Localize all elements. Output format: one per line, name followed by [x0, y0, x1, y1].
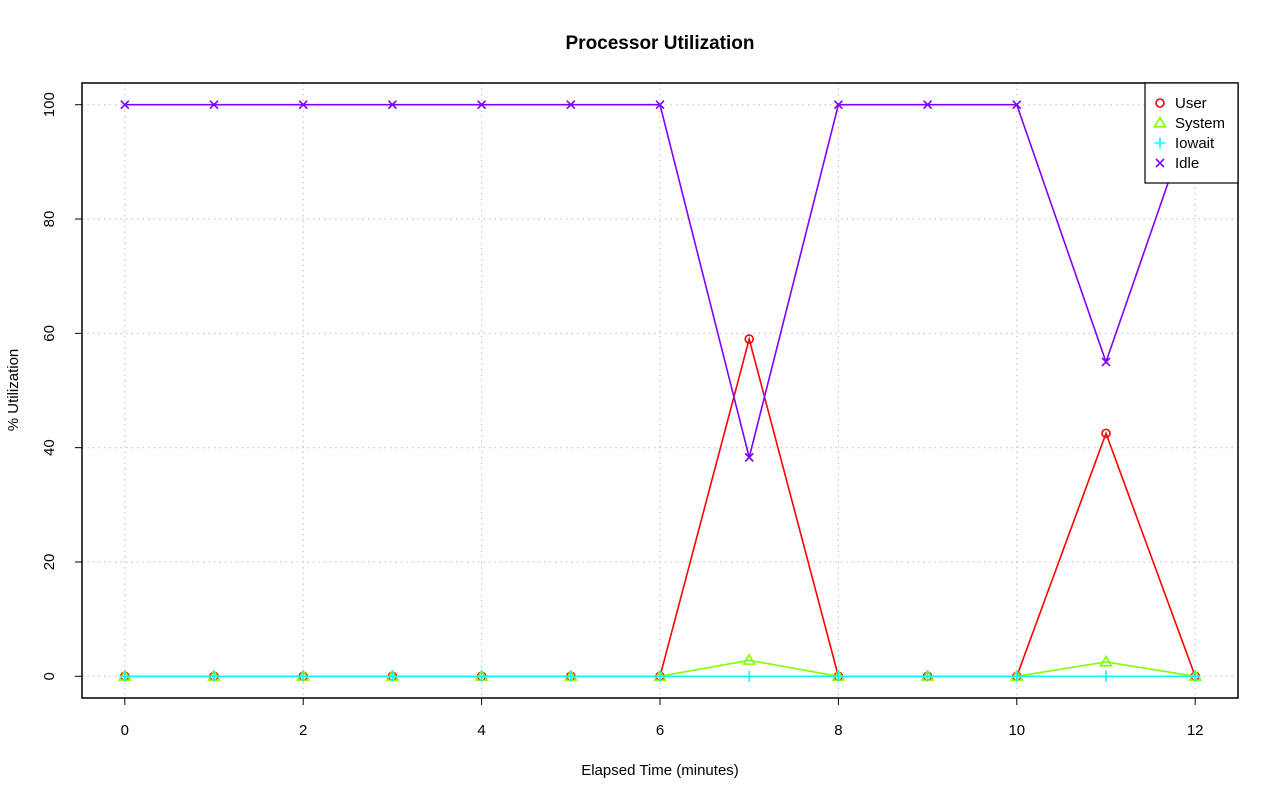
data-point-system — [1099, 654, 1113, 667]
x-axis-title: Elapsed Time (minutes) — [581, 762, 739, 779]
legend-marker-idle — [1155, 158, 1165, 168]
data-point-idle — [744, 452, 754, 462]
data-point-iowait — [922, 670, 934, 682]
data-point-idle — [1101, 357, 1111, 367]
y-tick-label: 100 — [41, 92, 58, 117]
legend-item-system: System — [1153, 115, 1225, 132]
data-point-iowait — [743, 670, 755, 682]
x-tick-label: 0 — [121, 722, 129, 739]
series-iowait — [119, 670, 1201, 682]
x-tick-label: 12 — [1187, 722, 1204, 739]
data-point-idle — [923, 100, 933, 110]
data-point-iowait — [1011, 670, 1023, 682]
grid-layer — [82, 83, 1238, 698]
legend-label-idle: Idle — [1175, 155, 1199, 172]
data-point-idle — [1012, 100, 1022, 110]
data-point-idle — [387, 100, 397, 110]
data-point-idle — [655, 100, 665, 110]
series-layer — [117, 100, 1203, 682]
legend-marker-iowait — [1154, 137, 1166, 149]
data-point-user — [1101, 428, 1111, 439]
data-point-idle — [566, 100, 576, 110]
data-point-idle — [477, 100, 487, 110]
legend-label-iowait: Iowait — [1175, 135, 1215, 152]
data-point-iowait — [386, 670, 398, 682]
data-point-iowait — [1100, 670, 1112, 682]
data-point-iowait — [297, 670, 309, 682]
data-point-iowait — [476, 670, 488, 682]
legend-item-idle: Idle — [1155, 155, 1199, 172]
data-point-idle — [298, 100, 308, 110]
data-point-user — [744, 334, 754, 344]
y-tick-label: 60 — [41, 325, 58, 342]
legend-marker-user — [1155, 98, 1165, 108]
data-point-iowait — [654, 670, 666, 682]
legend-item-iowait: Iowait — [1154, 135, 1215, 152]
y-tick-label: 80 — [41, 211, 58, 228]
data-point-idle — [209, 100, 219, 110]
data-point-system — [742, 653, 757, 665]
x-tick-label: 6 — [656, 722, 664, 739]
legend: User System Iowait Idle — [1144, 82, 1239, 184]
data-point-iowait — [565, 670, 577, 682]
legend-label-system: System — [1175, 115, 1225, 132]
y-tick-label: 40 — [41, 439, 58, 456]
x-tick-label: 2 — [299, 722, 307, 739]
x-tick-label: 8 — [834, 722, 842, 739]
legend-label-user: User — [1175, 95, 1207, 112]
data-point-idle — [120, 100, 130, 110]
y-tick-label: 0 — [41, 672, 58, 680]
data-point-iowait — [832, 670, 844, 682]
data-point-iowait — [1189, 670, 1201, 682]
x-tick-label: 4 — [477, 722, 485, 739]
y-axis-title: % Utilization — [5, 349, 22, 432]
x-tick-label: 10 — [1008, 722, 1025, 739]
data-point-iowait — [119, 670, 131, 682]
legend-item-user: User — [1155, 95, 1207, 112]
axis-layer: 0 2 4 6 8 10 12 0 20 40 60 80 100 — [41, 92, 1204, 739]
data-point-iowait — [208, 670, 220, 682]
y-tick-label: 20 — [41, 554, 58, 571]
legend-marker-system — [1153, 115, 1167, 128]
series-idle — [120, 100, 1200, 462]
chart-title: Processor Utilization — [566, 33, 755, 54]
data-point-idle — [833, 100, 843, 110]
